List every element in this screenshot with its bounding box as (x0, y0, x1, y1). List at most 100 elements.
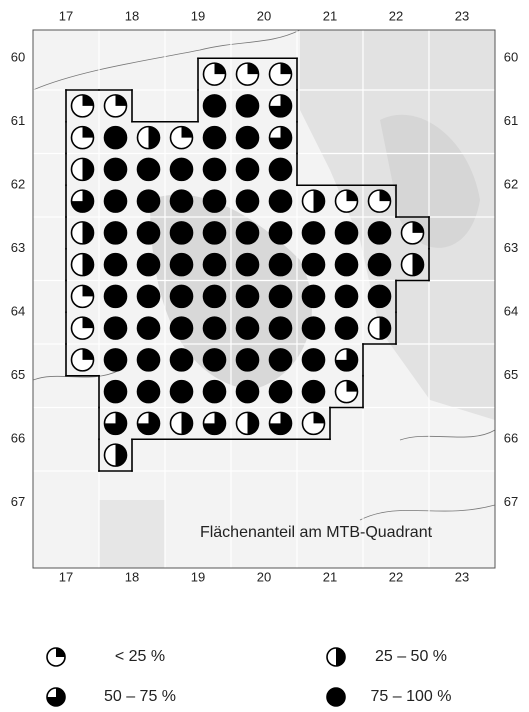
quadrant-symbol (72, 285, 94, 307)
quadrant-symbol (303, 412, 325, 434)
quadrant-symbol (171, 127, 193, 149)
symbol-fill (237, 317, 259, 339)
quadrant-symbol (270, 95, 292, 117)
quadrant-symbol (204, 285, 226, 307)
column-label: 23 (455, 8, 469, 23)
quadrant-symbol (138, 158, 160, 180)
quadrant-symbol (237, 190, 259, 212)
quadrant-symbol (270, 254, 292, 276)
quadrant-symbol (237, 95, 259, 117)
quadrant-symbol (204, 317, 226, 339)
symbol-fill (237, 190, 259, 212)
symbol-fill (204, 127, 226, 149)
row-label: 62 (504, 177, 518, 192)
symbol-fill (105, 190, 127, 212)
quadrant-symbol (336, 317, 358, 339)
symbol-fill (138, 254, 160, 276)
column-label: 18 (125, 569, 139, 584)
symbol-fill (105, 349, 127, 371)
row-label: 61 (11, 113, 25, 128)
symbol-fill (336, 222, 358, 244)
symbol-fill (171, 254, 193, 276)
quadrant-symbol (336, 285, 358, 307)
quadrant-symbol (171, 254, 193, 276)
quadrant-symbol (303, 222, 325, 244)
symbol-fill (270, 190, 292, 212)
quadrant-symbol (237, 412, 259, 434)
quadrant-symbol (138, 412, 160, 434)
symbol-fill (138, 349, 160, 371)
map-caption: Flächenanteil am MTB-Quadrant (200, 524, 433, 541)
legend-label: 75 – 100 % (371, 688, 452, 705)
symbol-fill (327, 688, 345, 706)
symbol-fill (204, 158, 226, 180)
quadrant-symbol (72, 254, 94, 276)
symbol-fill (204, 254, 226, 276)
quadrant-symbol (270, 222, 292, 244)
quadrant-symbol (171, 349, 193, 371)
quadrant-symbol (105, 285, 127, 307)
symbol-fill (237, 381, 259, 403)
quadrant-symbol (105, 254, 127, 276)
quadrant-symbol (204, 190, 226, 212)
quadrant-symbol (270, 349, 292, 371)
quadrant-symbol (303, 381, 325, 403)
symbol-fill (237, 349, 259, 371)
row-label: 61 (504, 113, 518, 128)
symbol-fill (270, 285, 292, 307)
column-label: 20 (257, 8, 271, 23)
symbol-fill (369, 222, 391, 244)
quadrant-symbol (171, 190, 193, 212)
quadrant-symbol (237, 349, 259, 371)
quadrant-symbol (138, 349, 160, 371)
quadrant-symbol (303, 254, 325, 276)
quadrant-symbol (171, 412, 193, 434)
symbol-fill (237, 158, 259, 180)
symbol-fill (105, 381, 127, 403)
symbol-fill (237, 285, 259, 307)
quadrant-symbol (72, 349, 94, 371)
row-label: 60 (504, 50, 518, 65)
quadrant-symbol (204, 254, 226, 276)
column-label: 22 (389, 569, 403, 584)
row-label: 60 (11, 50, 25, 65)
symbol-fill (105, 222, 127, 244)
row-label: 67 (11, 494, 25, 509)
quadrant-symbol (171, 381, 193, 403)
symbol-fill (369, 254, 391, 276)
symbol-fill (303, 254, 325, 276)
quadrant-symbol (237, 63, 259, 85)
quadrant-symbol (237, 285, 259, 307)
symbol-fill (336, 317, 358, 339)
quadrant-symbol (336, 381, 358, 403)
symbol-fill (270, 317, 292, 339)
symbol-fill (171, 222, 193, 244)
quadrant-symbol (72, 127, 94, 149)
symbol-fill (237, 254, 259, 276)
symbol-fill (138, 222, 160, 244)
symbol-fill (204, 222, 226, 244)
quadrant-symbol (270, 381, 292, 403)
symbol-fill (171, 349, 193, 371)
quadrant-symbol (237, 222, 259, 244)
legend-label: 25 – 50 % (375, 648, 447, 665)
quadrant-symbol (138, 381, 160, 403)
column-label: 17 (59, 8, 73, 23)
symbol-fill (303, 349, 325, 371)
quadrant-symbol (72, 190, 94, 212)
symbol-fill (204, 190, 226, 212)
quadrant-symbol (204, 95, 226, 117)
quadrant-symbol (204, 222, 226, 244)
quadrant-symbol (237, 127, 259, 149)
quadrant-symbol (303, 349, 325, 371)
quadrant-symbol (270, 317, 292, 339)
quadrant-symbol (105, 222, 127, 244)
symbol-fill (105, 285, 127, 307)
quadrant-symbol (237, 317, 259, 339)
quadrant-symbol (336, 349, 358, 371)
row-label: 66 (504, 431, 518, 446)
quadrant-symbol (270, 158, 292, 180)
quadrant-symbol (303, 317, 325, 339)
legend-symbol (327, 648, 345, 666)
quadrant-symbol (72, 95, 94, 117)
